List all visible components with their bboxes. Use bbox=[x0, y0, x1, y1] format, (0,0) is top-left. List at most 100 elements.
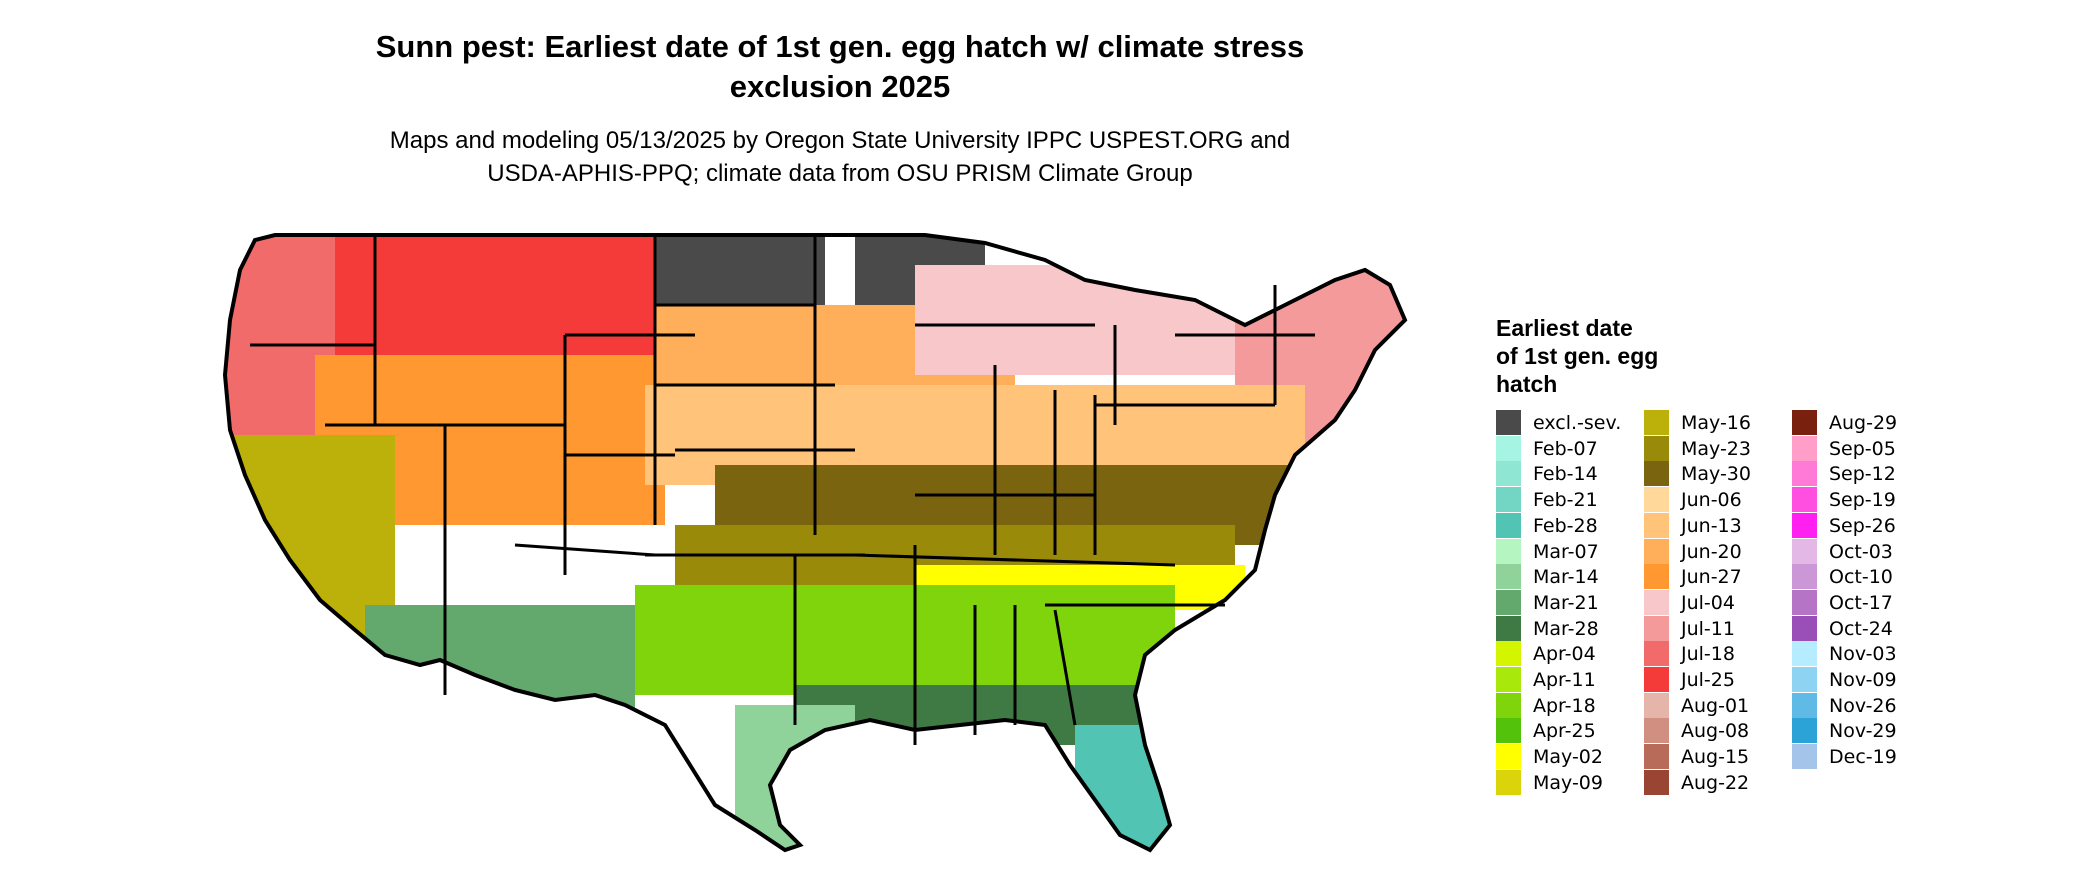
legend-swatch bbox=[1792, 667, 1817, 692]
legend-item: Nov-09 bbox=[1792, 667, 1897, 692]
legend-swatch bbox=[1792, 744, 1817, 769]
legend-label: Apr-04 bbox=[1533, 642, 1596, 665]
legend-label: Sep-05 bbox=[1829, 437, 1896, 460]
legend-swatch bbox=[1792, 616, 1817, 641]
legend-label: Jun-06 bbox=[1681, 488, 1742, 511]
map-title-line1: Sunn pest: Earliest date of 1st gen. egg… bbox=[375, 29, 1305, 64]
legend-label: Aug-15 bbox=[1681, 745, 1750, 768]
legend-swatch bbox=[1792, 487, 1817, 512]
legend-title-line2: of 1st gen. egg bbox=[1496, 343, 1659, 369]
legend-swatch bbox=[1792, 693, 1817, 718]
legend-item: Mar-28 bbox=[1496, 616, 1599, 641]
legend-label: May-02 bbox=[1533, 745, 1603, 768]
legend-swatch bbox=[1792, 539, 1817, 564]
legend-label: Feb-28 bbox=[1533, 514, 1598, 537]
legend-label: Sep-19 bbox=[1829, 488, 1896, 511]
state-boundaries bbox=[250, 235, 1315, 745]
legend-item: Oct-10 bbox=[1792, 564, 1893, 589]
legend-title-line1: Earliest date bbox=[1496, 315, 1633, 341]
legend-label: Dec-19 bbox=[1829, 745, 1897, 768]
legend-item: Jul-25 bbox=[1644, 667, 1735, 692]
legend-label: Jun-27 bbox=[1681, 565, 1742, 588]
legend-item: Aug-08 bbox=[1644, 718, 1749, 743]
legend-label: Aug-29 bbox=[1829, 411, 1898, 434]
legend-label: Sep-12 bbox=[1829, 462, 1896, 485]
legend-swatch bbox=[1496, 590, 1521, 615]
legend-label: Aug-22 bbox=[1681, 771, 1750, 794]
legend-label: Apr-18 bbox=[1533, 694, 1596, 717]
legend-label: Feb-21 bbox=[1533, 488, 1598, 511]
legend-label: excl.-sev. bbox=[1533, 411, 1622, 434]
legend-swatch bbox=[1792, 590, 1817, 615]
legend-item: Nov-29 bbox=[1792, 718, 1897, 743]
legend-item: Oct-03 bbox=[1792, 539, 1893, 564]
legend-item: May-09 bbox=[1496, 770, 1603, 795]
legend-label: Mar-21 bbox=[1533, 591, 1599, 614]
legend-swatch bbox=[1644, 667, 1669, 692]
legend-label: May-16 bbox=[1681, 411, 1751, 434]
us-outline bbox=[222, 233, 1408, 853]
legend-item: Mar-14 bbox=[1496, 564, 1599, 589]
legend-label: Nov-29 bbox=[1829, 719, 1897, 742]
legend-label: Nov-09 bbox=[1829, 668, 1897, 691]
legend-item: Nov-26 bbox=[1792, 693, 1897, 718]
legend-item: May-16 bbox=[1644, 410, 1751, 435]
legend-item: Mar-21 bbox=[1496, 590, 1599, 615]
legend-swatch bbox=[1496, 770, 1521, 795]
legend-swatch bbox=[1644, 718, 1669, 743]
legend-swatch bbox=[1496, 693, 1521, 718]
legend-label: Nov-26 bbox=[1829, 694, 1897, 717]
legend-swatch bbox=[1496, 513, 1521, 538]
legend-item: Jul-11 bbox=[1644, 616, 1735, 641]
legend-label: Jun-20 bbox=[1681, 540, 1742, 563]
legend-label: Apr-11 bbox=[1533, 668, 1596, 691]
legend-item: excl.-sev. bbox=[1496, 410, 1621, 435]
map-region-gulf-states bbox=[635, 585, 1175, 695]
legend-swatch bbox=[1496, 461, 1521, 486]
us-map bbox=[222, 233, 1408, 853]
map-region-north-dakota-northeast bbox=[655, 235, 825, 315]
legend-swatch bbox=[1644, 744, 1669, 769]
legend-swatch bbox=[1644, 616, 1669, 641]
legend-swatch bbox=[1792, 513, 1817, 538]
legend-item: Apr-25 bbox=[1496, 718, 1596, 743]
legend-swatch bbox=[1792, 436, 1817, 461]
legend-item: May-23 bbox=[1644, 436, 1751, 461]
legend-label: Feb-07 bbox=[1533, 437, 1598, 460]
legend-item: Jun-20 bbox=[1644, 539, 1742, 564]
legend-item: Feb-28 bbox=[1496, 513, 1598, 538]
legend-item: May-30 bbox=[1644, 461, 1751, 486]
legend-swatch bbox=[1792, 718, 1817, 743]
legend-item: Mar-07 bbox=[1496, 539, 1599, 564]
legend-swatch bbox=[1496, 616, 1521, 641]
legend-label: Jul-25 bbox=[1681, 668, 1735, 691]
legend-label: May-09 bbox=[1533, 771, 1603, 794]
legend-swatch bbox=[1644, 641, 1669, 666]
legend-label: Oct-24 bbox=[1829, 617, 1893, 640]
legend-swatch bbox=[1496, 487, 1521, 512]
legend-label: Oct-03 bbox=[1829, 540, 1893, 563]
legend-item: Aug-15 bbox=[1644, 744, 1749, 769]
legend-item: Jul-04 bbox=[1644, 590, 1735, 615]
legend-title: Earliest date of 1st gen. egg hatch bbox=[1496, 314, 1716, 398]
legend-item: Jun-27 bbox=[1644, 564, 1742, 589]
legend-label: Mar-07 bbox=[1533, 540, 1599, 563]
legend-label: Apr-25 bbox=[1533, 719, 1596, 742]
legend-item: Aug-01 bbox=[1644, 693, 1749, 718]
legend-item: Sep-12 bbox=[1792, 461, 1896, 486]
map-subtitle-line2: USDA-APHIS-PPQ; climate data from OSU PR… bbox=[487, 160, 1193, 187]
legend-label: Aug-08 bbox=[1681, 719, 1750, 742]
legend-label: Jun-13 bbox=[1681, 514, 1742, 537]
map-region-desert-southwest bbox=[365, 605, 635, 725]
legend-item: Apr-18 bbox=[1496, 693, 1596, 718]
legend-swatch bbox=[1792, 461, 1817, 486]
legend-label: Aug-01 bbox=[1681, 694, 1750, 717]
legend-item: Feb-21 bbox=[1496, 487, 1598, 512]
legend-swatch bbox=[1644, 487, 1669, 512]
legend-swatch bbox=[1644, 436, 1669, 461]
legend-label: Sep-26 bbox=[1829, 514, 1896, 537]
legend-label: May-23 bbox=[1681, 437, 1751, 460]
legend-item: Sep-19 bbox=[1792, 487, 1896, 512]
map-subtitle-line1: Maps and modeling 05/13/2025 by Oregon S… bbox=[389, 127, 1291, 154]
legend-label: May-30 bbox=[1681, 462, 1751, 485]
